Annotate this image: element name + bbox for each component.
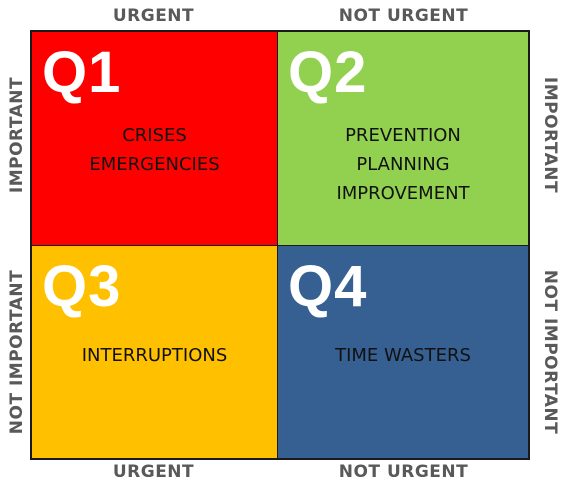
quadrant-q2-line: PLANNING	[356, 154, 450, 175]
axis-bottom-not-urgent: NOT URGENT	[338, 462, 469, 482]
quadrant-q1: Q1 CRISES EMERGENCIES	[31, 31, 278, 246]
quadrant-q2: Q2 PREVENTION PLANNING IMPROVEMENT	[277, 31, 529, 246]
quadrant-q2-text: PREVENTION PLANNING IMPROVEMENT	[278, 121, 528, 208]
quadrant-q2-line: PREVENTION	[345, 125, 461, 146]
quadrant-q1-line: CRISES	[122, 125, 187, 146]
quadrant-q3: Q3 INTERRUPTIONS	[31, 245, 278, 459]
quadrant-q3-line: INTERRUPTIONS	[81, 345, 228, 366]
quadrant-q1-label: Q1	[42, 40, 122, 105]
quadrant-q4-label: Q4	[288, 254, 368, 319]
priority-matrix: Q1 CRISES EMERGENCIES Q2 PREVENTION PLAN…	[30, 30, 530, 460]
axis-left-not-important: NOT IMPORTANT	[7, 269, 27, 435]
axis-right-not-important: NOT IMPORTANT	[540, 269, 560, 435]
axis-right-important: IMPORTANT	[540, 76, 560, 194]
quadrant-q4-text: TIME WASTERS	[278, 341, 528, 370]
quadrant-q2-line: IMPROVEMENT	[336, 183, 470, 204]
axis-top-not-urgent: NOT URGENT	[338, 6, 469, 26]
quadrant-q4: Q4 TIME WASTERS	[277, 245, 529, 459]
quadrant-q2-label: Q2	[288, 40, 368, 105]
quadrant-q1-line: EMERGENCIES	[89, 154, 220, 175]
quadrant-q1-text: CRISES EMERGENCIES	[32, 121, 277, 179]
axis-bottom-urgent: URGENT	[112, 462, 195, 482]
quadrant-q4-line: TIME WASTERS	[335, 345, 471, 366]
axis-left-important: IMPORTANT	[7, 76, 27, 194]
quadrant-q3-text: INTERRUPTIONS	[32, 341, 277, 370]
quadrant-q3-label: Q3	[42, 254, 122, 319]
axis-top-urgent: URGENT	[112, 6, 195, 26]
